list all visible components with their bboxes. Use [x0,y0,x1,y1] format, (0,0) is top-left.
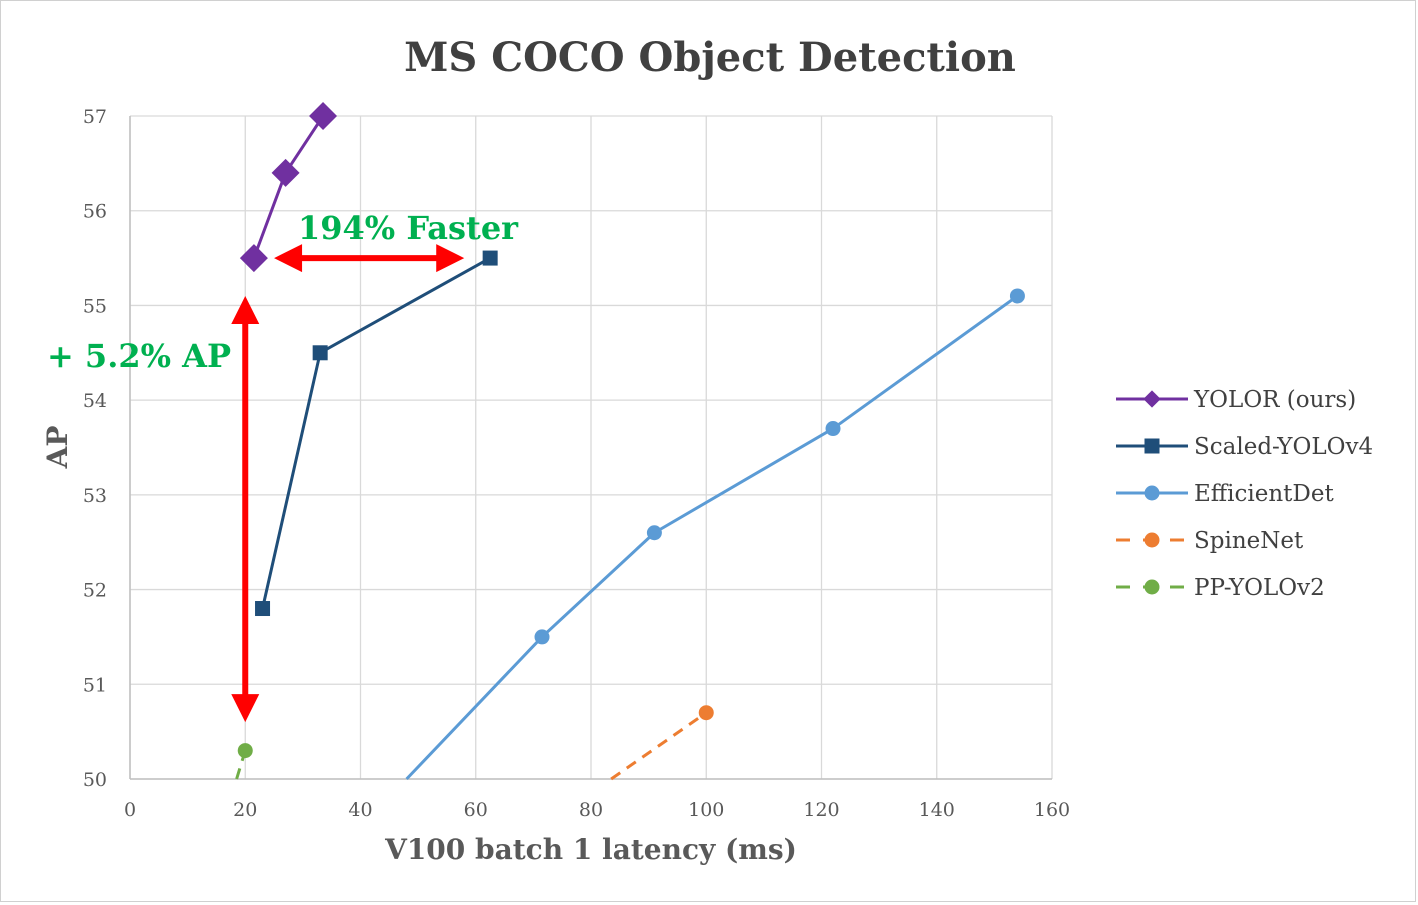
x-tick-40: 40 [348,799,372,821]
legend-label-efficientdet: EfficientDet [1194,481,1334,507]
series-layer [235,102,1025,781]
point-efficientdet-4 [1009,288,1025,304]
y-axis-label: AP [41,426,74,470]
series-spinenet [610,705,714,781]
x-axis-label: V100 batch 1 latency (ms) [384,833,797,866]
x-tick-20: 20 [233,799,257,821]
point-pp-yolov2-1 [237,743,253,759]
arrow-head-end-1 [231,694,260,723]
x-tick-60: 60 [464,799,488,821]
point-efficientdet-2 [646,525,662,541]
arrow-layer [231,244,465,723]
x-tick-0: 0 [124,799,136,821]
point-yolor-ours-1 [271,158,300,187]
point-yolor-ours-2 [309,102,338,130]
x-tick-120: 120 [803,799,839,821]
y-tick-55: 55 [83,295,107,317]
series-line-spinenet [610,711,708,781]
legend-item-pp-yolov2: PP-YOLOv2 [1116,575,1325,601]
series-pp-yolov2 [235,743,253,780]
legend-item-spinenet: SpineNet [1116,528,1304,554]
legend-label-spinenet: SpineNet [1194,528,1304,554]
legend-marker-efficientdet [1144,485,1160,501]
x-tick-100: 100 [688,799,724,821]
series-efficientdet [405,288,1025,781]
series-yolor-ours [239,102,338,273]
y-tick-50: 50 [83,769,107,791]
legend-marker-scaled-yolov4 [1144,438,1160,454]
y-tick-56: 56 [83,201,107,223]
point-efficientdet-3 [825,421,841,437]
axes [129,116,1052,780]
point-scaled-yolov4-2 [482,250,498,266]
legend: YOLOR (ours) Scaled-YOLOv4 EfficientDet Spi… [1116,387,1373,601]
x-tick-80: 80 [579,799,603,821]
y-tick-52: 52 [83,580,107,602]
legend-marker-pp-yolov2 [1144,579,1160,595]
x-tick-labels: 0 20 40 60 80 100 120 140 160 [124,799,1070,821]
legend-item-yolor-ours: YOLOR (ours) [1116,387,1356,413]
annotation-ap: + 5.2% AP [47,337,231,375]
x-tick-140: 140 [919,799,955,821]
series-scaled-yolov4 [255,250,498,617]
gridlines [129,115,1053,780]
legend-label-pp-yolov2: PP-YOLOv2 [1194,575,1325,601]
arrow-0 [274,244,465,273]
y-tick-54: 54 [83,390,107,412]
legend-item-efficientdet: EfficientDet [1116,481,1334,507]
legend-item-scaled-yolov4: Scaled-YOLOv4 [1116,434,1373,460]
legend-marker-spinenet [1144,532,1160,548]
y-tick-57: 57 [83,106,107,128]
legend-label-yolor-ours: YOLOR (ours) [1193,387,1356,413]
y-tick-51: 51 [83,674,107,696]
point-spinenet-1 [698,705,714,721]
series-line-efficientdet [405,294,1019,781]
arrow-head-start-1 [231,295,260,324]
annotation-faster: 194% Faster [298,209,519,247]
arrow-head-start-0 [274,244,303,273]
chart-title: MS COCO Object Detection [404,34,1016,81]
legend-label-scaled-yolov4: Scaled-YOLOv4 [1194,434,1373,460]
series-line-scaled-yolov4 [261,256,491,609]
point-scaled-yolov4-0 [255,601,271,617]
arrow-1 [231,295,260,723]
y-tick-53: 53 [83,485,107,507]
y-tick-labels: 50 51 52 53 54 55 56 57 [83,106,107,791]
point-scaled-yolov4-1 [312,345,328,361]
legend-marker-yolor-ours [1143,390,1161,408]
arrow-head-end-0 [436,244,465,273]
point-yolor-ours-0 [239,244,268,273]
point-efficientdet-1 [534,629,550,645]
x-tick-160: 160 [1034,799,1070,821]
